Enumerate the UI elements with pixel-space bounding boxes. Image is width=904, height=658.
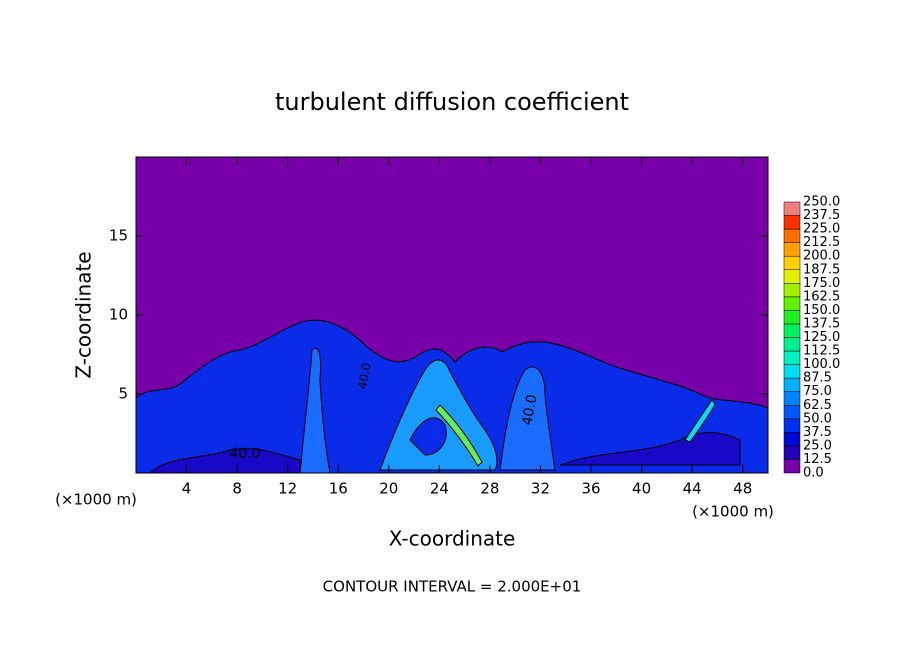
colorbar-label: 50.0 (803, 411, 832, 426)
colorbar-segment (783, 215, 801, 230)
colorbar-segment (783, 283, 801, 298)
contour-label: 40.0 (355, 362, 373, 391)
x-tick-label: 48 (733, 480, 752, 498)
y-axis-label: Z-coordinate (72, 251, 96, 378)
y-tick-label: 10 (109, 306, 128, 324)
colorbar-label: 212.5 (803, 235, 840, 250)
contour-label: 40.0 (229, 446, 260, 462)
x-unit: (×1000 m) (55, 491, 137, 509)
x-tick-label: 36 (581, 480, 600, 498)
colorbar-segment (783, 269, 801, 284)
colorbar-label: 137.5 (803, 316, 840, 331)
colorbar-segment (783, 201, 801, 216)
colorbar-label: 187.5 (803, 262, 840, 277)
x-tick-label: 12 (278, 480, 297, 498)
x-tick-label: 32 (531, 480, 550, 498)
x-tick-label: 4 (182, 480, 192, 498)
colorbar-segment (783, 296, 801, 311)
x-tick-label: 24 (430, 480, 449, 498)
colorbar-segment (783, 391, 801, 406)
colorbar-label: 250.0 (803, 195, 840, 210)
colorbar-segment (783, 405, 801, 420)
colorbar-label: 112.5 (803, 344, 840, 359)
colorbar-label: 225.0 (803, 222, 840, 237)
field (135, 157, 769, 474)
field-region (435, 404, 483, 467)
colorbar-segment (783, 255, 801, 271)
x-tick-label: 20 (379, 480, 398, 498)
colorbar-label: 87.5 (803, 371, 832, 386)
y-tick-label: 15 (109, 227, 128, 245)
x-unit: (×1000 m) (692, 503, 774, 521)
colorbar-label: 62.5 (803, 398, 832, 413)
field-region (559, 432, 741, 466)
x-tick-label: 40 (632, 480, 651, 498)
field-region (409, 417, 447, 456)
colorbar-segment (783, 323, 801, 338)
colorbar-segment (783, 337, 801, 352)
field-region (499, 366, 556, 471)
colorbar-segment (783, 242, 801, 257)
colorbar-label: 175.0 (803, 276, 840, 291)
footer: CONTOUR INTERVAL = 2.000E+01 (323, 578, 582, 596)
chart-title: turbulent diffusion coefficient (275, 88, 629, 116)
colorbar-label: 150.0 (803, 303, 840, 318)
colorbar-segment (783, 350, 801, 365)
colorbar-label: 37.5 (803, 425, 832, 440)
colorbar-segment (783, 432, 801, 447)
colorbar-segment (783, 310, 801, 325)
y-tick-label: 5 (118, 385, 128, 403)
contour-label: 40.0 (519, 393, 540, 426)
x-tick-label: 8 (232, 480, 242, 498)
colorbar-label: 0.0 (803, 466, 824, 481)
field-region (684, 399, 716, 443)
colorbar-label: 12.5 (803, 452, 832, 467)
x-tick-label: 16 (329, 480, 348, 498)
colorbar-label: 75.0 (803, 384, 832, 399)
colorbar-label: 237.5 (803, 208, 840, 223)
colorbar-segment (783, 418, 801, 433)
colorbar-label: 200.0 (803, 249, 840, 264)
colorbar-segment (783, 377, 801, 392)
x-tick-label: 44 (683, 480, 702, 498)
field-region (299, 347, 331, 474)
field-region (148, 448, 301, 474)
colorbar-label: 25.0 (803, 438, 832, 453)
x-axis-label: X-coordinate (389, 527, 516, 551)
x-tick-label: 28 (480, 480, 499, 498)
colorbar-segment (783, 228, 801, 243)
colorbar-label: 100.0 (803, 357, 840, 372)
colorbar-label: 162.5 (803, 289, 840, 304)
colorbar-segment (783, 459, 801, 474)
colorbar-label: 125.0 (803, 330, 840, 345)
colorbar-segment (783, 445, 801, 460)
colorbar-segment (783, 364, 801, 379)
